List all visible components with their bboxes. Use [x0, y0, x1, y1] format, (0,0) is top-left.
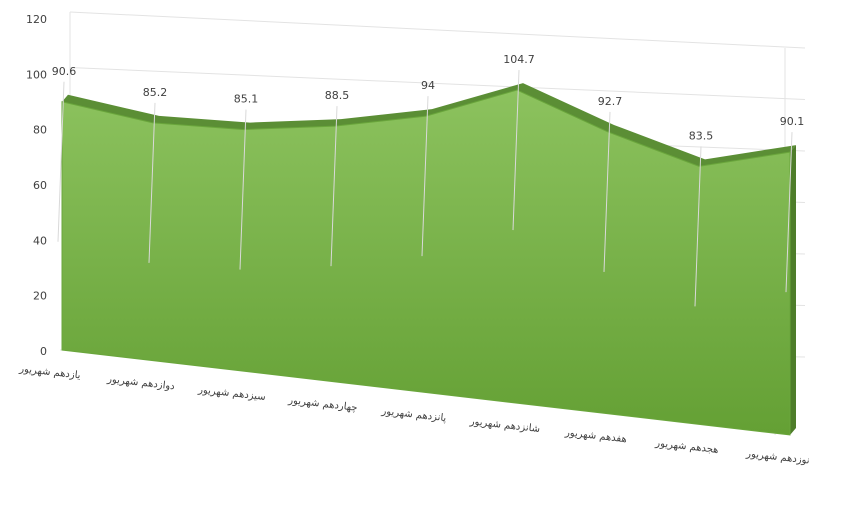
grid-line [69, 67, 806, 100]
leader-line [148, 102, 156, 263]
y-tick-label: 80 [33, 124, 47, 137]
leader-line [603, 111, 611, 272]
value-label: 92.7 [598, 95, 623, 108]
y-tick-label: 40 [33, 234, 47, 247]
y-tick-label: 0 [40, 345, 47, 358]
leader-line [694, 146, 702, 307]
x-tick-label: شانزدهم شهریور [468, 416, 540, 435]
leader-line [512, 70, 520, 231]
grid-line [69, 11, 806, 49]
x-tick-label: پانزدهم شهریور [380, 406, 447, 424]
x-tick-label: چهاردهم شهریور [287, 395, 358, 414]
leader-line [239, 109, 247, 270]
y-tick-label: 60 [33, 179, 47, 192]
x-tick-label: یازدهم شهریور [18, 363, 82, 381]
value-label: 83.5 [689, 129, 714, 142]
y-tick-label: 120 [26, 13, 47, 26]
leader-line [785, 132, 793, 293]
y-tick-label: 20 [33, 290, 47, 303]
area-side [790, 145, 796, 435]
x-tick-label: سیزدهم شهریور [197, 384, 267, 403]
x-tick-label: دوازدهم شهریور [106, 374, 176, 393]
value-label: 104.7 [503, 53, 535, 66]
leader-line [421, 96, 429, 257]
leader-line [57, 81, 65, 242]
value-label: 85.1 [234, 93, 259, 106]
value-label: 85.2 [143, 86, 168, 99]
leader-line [330, 106, 338, 267]
area-top [62, 83, 796, 167]
value-label: 88.5 [325, 89, 350, 102]
x-tick-label: هفدهم شهریور [564, 427, 628, 445]
y-tick-label: 100 [26, 68, 47, 81]
value-label: 90.1 [780, 115, 805, 128]
value-label: 94 [421, 79, 435, 92]
value-label: 90.6 [52, 65, 77, 78]
x-tick-label: هجدهم شهریور [654, 438, 719, 456]
x-tick-label: نوزدهم شهریور [745, 448, 810, 466]
